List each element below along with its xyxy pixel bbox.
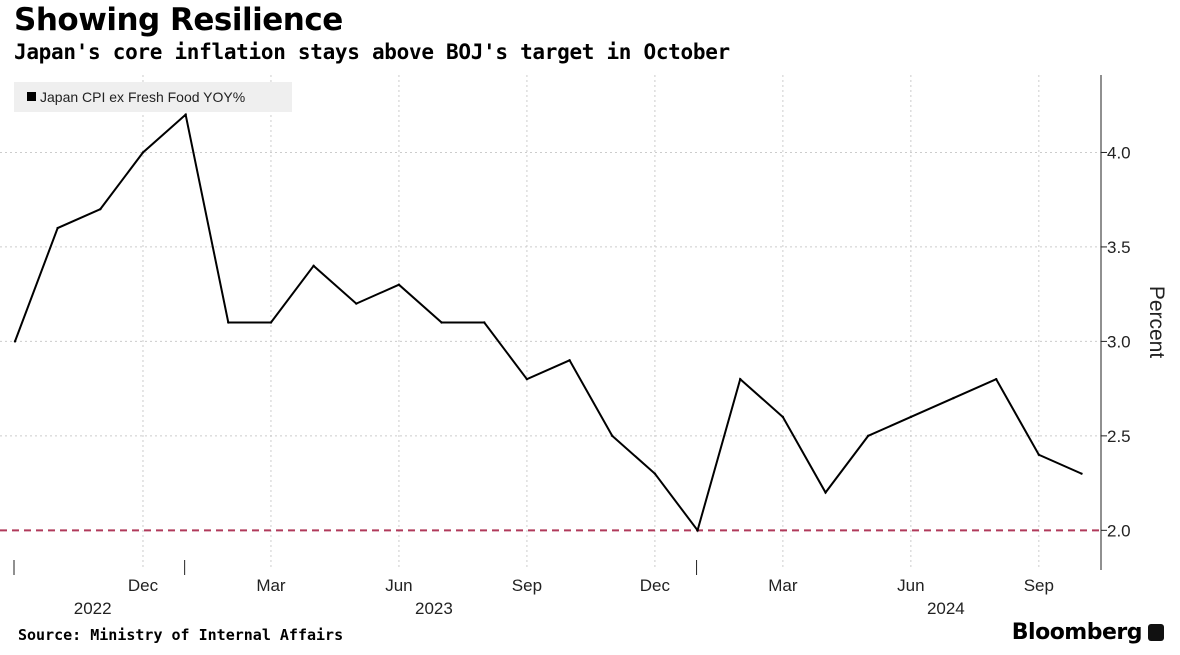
data-point <box>696 529 699 532</box>
data-point <box>525 377 529 381</box>
x-tick-label: Mar <box>768 576 798 595</box>
bloomberg-chart-icon <box>1148 624 1164 641</box>
data-point <box>994 377 998 381</box>
y-tick-label: 3.0 <box>1107 332 1131 351</box>
x-tick-label: Sep <box>512 576 542 595</box>
legend-label: Japan CPI ex Fresh Food YOY% <box>40 89 245 105</box>
y-axis-label: Percent <box>1145 286 1168 359</box>
x-tick-label: Sep <box>1024 576 1054 595</box>
data-point <box>1037 453 1041 456</box>
data-point <box>141 151 145 154</box>
data-point <box>824 491 827 494</box>
y-tick-label: 2.5 <box>1107 427 1131 446</box>
data-point <box>653 472 657 475</box>
series-line <box>14 112 1082 533</box>
x-year-label: 2023 <box>415 599 453 618</box>
legend-box <box>14 82 292 112</box>
data-point <box>739 377 742 381</box>
data-point <box>397 283 401 286</box>
data-point <box>227 321 230 324</box>
data-point <box>568 359 571 362</box>
y-tick-label: 3.5 <box>1107 238 1131 257</box>
chart-subtitle: Japan's core inflation stays above BOJ's… <box>14 40 730 64</box>
x-year-label: 2022 <box>74 599 112 618</box>
legend-swatch <box>27 92 36 101</box>
x-tick-label: Jun <box>897 576 924 595</box>
x-tick-label: Dec <box>640 576 671 595</box>
data-point <box>611 434 614 438</box>
data-point <box>99 207 102 211</box>
data-point <box>269 321 273 324</box>
data-point <box>13 340 17 343</box>
data-point <box>440 321 443 324</box>
x-tick-label: Mar <box>256 576 286 595</box>
data-point <box>312 264 315 268</box>
y-tick-label: 2.0 <box>1107 521 1131 540</box>
chart-title: Showing Resilience <box>14 2 343 38</box>
data-point <box>483 321 486 324</box>
x-year-label: 2024 <box>927 599 965 618</box>
data-point <box>184 113 187 116</box>
x-tick-label: Dec <box>128 576 159 595</box>
y-tick-label: 4.0 <box>1107 143 1131 162</box>
data-point <box>355 302 358 305</box>
data-point <box>1080 472 1083 475</box>
x-tick-label: Jun <box>385 576 412 595</box>
bloomberg-logo: Bloomberg <box>1011 620 1143 645</box>
data-point <box>952 396 955 400</box>
source-note: Source: Ministry of Internal Affairs <box>18 626 344 644</box>
data-point <box>56 226 59 230</box>
data-point <box>781 415 785 419</box>
data-point <box>909 415 913 419</box>
data-point <box>867 434 870 438</box>
